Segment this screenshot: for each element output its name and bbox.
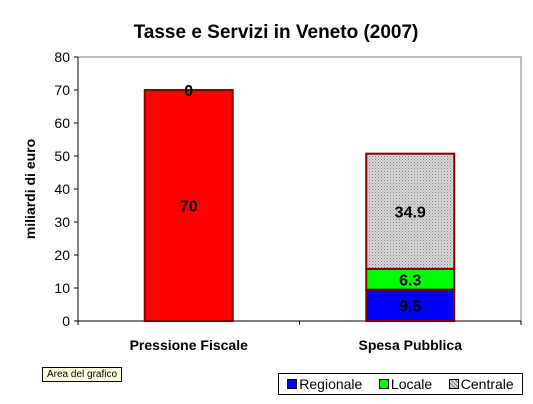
data-label: 6.3 — [399, 272, 421, 289]
data-label: 34.9 — [395, 204, 426, 221]
bar-segment[interactable] — [365, 288, 456, 322]
y-tick-label: 80 — [54, 49, 70, 65]
legend-item[interactable]: Centrale — [448, 376, 514, 392]
legend-item[interactable]: Regionale — [287, 376, 362, 392]
y-tick-label: 60 — [54, 115, 70, 131]
legend[interactable]: Regionale Locale Centrale — [278, 373, 523, 395]
y-tick-label: 10 — [54, 280, 70, 296]
legend-label: Regionale — [299, 376, 363, 392]
y-tick-label: 50 — [54, 148, 70, 164]
chart-area-tooltip: Area del grafico — [42, 367, 123, 382]
y-tick-label: 20 — [54, 247, 70, 263]
legend-swatch — [448, 379, 459, 389]
legend-swatch — [378, 379, 389, 389]
x-tick-label: Pressione Fiscale — [130, 337, 249, 353]
bar-segment[interactable] — [365, 152, 456, 270]
legend-item[interactable]: Locale — [378, 376, 433, 392]
x-tick-label: Spesa Pubblica — [359, 337, 463, 353]
legend-label: Centrale — [460, 376, 514, 392]
y-tick-label: 70 — [54, 82, 70, 98]
chart-title: Tasse e Servizi in Veneto (2007) — [134, 22, 419, 43]
data-label: 70 — [180, 199, 198, 216]
legend-swatch — [287, 379, 298, 389]
y-axis-label: miliardi di euro — [22, 139, 38, 239]
legend-label: Locale — [390, 376, 433, 392]
y-tick-label: 0 — [62, 313, 70, 329]
y-tick-label: 40 — [54, 181, 70, 197]
bar-segment[interactable] — [143, 89, 234, 322]
data-label: 9.5 — [399, 298, 421, 315]
y-tick-label: 30 — [54, 214, 70, 230]
data-label: 0 — [184, 83, 193, 100]
